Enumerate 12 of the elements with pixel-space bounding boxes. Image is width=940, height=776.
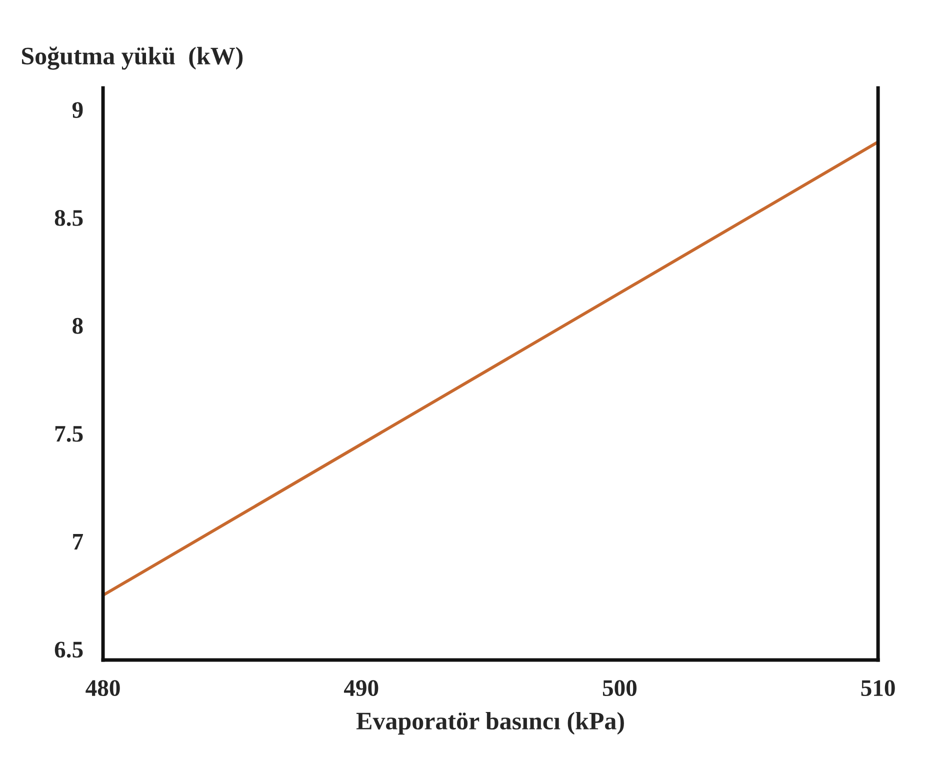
- y-tick-label: 7: [73, 534, 84, 550]
- y-tick-label: 6.5: [54, 642, 83, 658]
- y-tick-label: 8: [72, 318, 83, 334]
- x-axis-title: Evaporatör basıncı (kPa): [356, 712, 624, 735]
- x-tick-label: 510: [861, 680, 895, 696]
- x-tick-label: 500: [602, 680, 637, 696]
- y-tick-label: 7.5: [55, 426, 83, 442]
- y-tick-label: 9: [72, 102, 83, 118]
- x-tick-label: 490: [344, 680, 378, 696]
- y-axis-title: Soğutma yükü (kW): [22, 46, 243, 70]
- x-tick-label: 480: [86, 680, 120, 696]
- y-tick-label: 8.5: [54, 210, 83, 226]
